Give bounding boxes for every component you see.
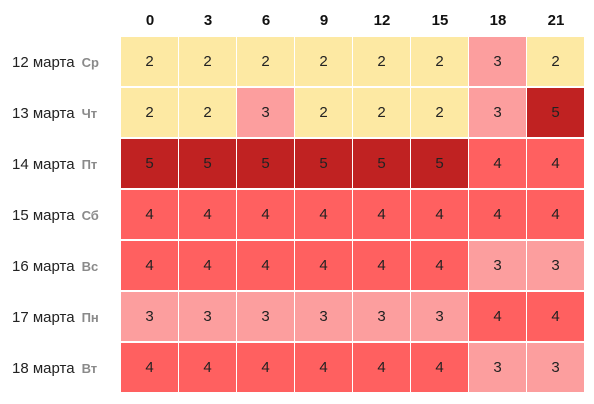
grid-cell: 2 [411,88,468,137]
grid-cell: 4 [469,139,526,188]
row-day-of-week: Чт [81,105,98,121]
grid-cell: 5 [121,139,178,188]
grid-cell: 4 [527,292,584,341]
grid-cell: 4 [469,292,526,341]
grid-cell: 4 [353,241,410,290]
hour-header: 6 [261,12,271,29]
row-day-of-week: Пт [81,156,98,172]
grid-cell: 3 [469,37,526,86]
grid-cell: 4 [527,190,584,239]
row-date: 12 марта [12,53,75,71]
hour-header: 18 [489,12,507,29]
row-date: 15 марта [12,206,75,224]
row-day-of-week: Ср [81,54,99,70]
grid-cell: 4 [353,190,410,239]
row-label: 18 марта Вт [0,343,120,393]
grid-cell: 5 [179,139,236,188]
row-date: 13 марта [12,104,75,122]
row-day-of-week: Сб [81,207,99,223]
row-day-of-week: Пн [81,309,99,325]
grid-cell: 3 [469,241,526,290]
grid-cell: 4 [353,343,410,392]
grid-cell: 3 [527,343,584,392]
grid-cell: 2 [295,37,352,86]
hour-header: 0 [145,12,155,29]
grid-cell: 2 [295,88,352,137]
grid-cell: 2 [237,37,294,86]
grid-cell: 4 [411,190,468,239]
grid-cell: 4 [295,241,352,290]
row-date: 18 марта [12,359,75,377]
grid-cell: 5 [353,139,410,188]
grid-cell: 2 [121,37,178,86]
grid-cell: 4 [179,190,236,239]
row-label: 13 марта Чт [0,88,120,138]
grid-cell: 3 [411,292,468,341]
grid-cell: 4 [411,343,468,392]
grid-cell: 3 [295,292,352,341]
grid-cell: 2 [121,88,178,137]
grid-cell: 5 [411,139,468,188]
grid-cell: 4 [179,343,236,392]
grid-cell: 4 [469,190,526,239]
row-label: 15 марта Сб [0,190,120,240]
grid-cell: 4 [179,241,236,290]
hour-header: 21 [547,12,565,29]
hour-header: 12 [373,12,391,29]
grid-cell: 2 [527,37,584,86]
grid-cell: 4 [237,190,294,239]
grid-cell: 4 [121,190,178,239]
grid-cell: 3 [121,292,178,341]
grid-cell: 5 [295,139,352,188]
grid-cell: 5 [527,88,584,137]
hour-header: 15 [431,12,449,29]
row-label: 17 марта Пн [0,292,120,342]
row-day-of-week: Вс [81,258,99,274]
grid-cell: 4 [121,343,178,392]
grid-cell: 3 [469,88,526,137]
row-date: 16 марта [12,257,75,275]
row-label: 12 марта Ср [0,37,120,87]
row-label: 16 марта Вс [0,241,120,291]
grid-cell: 4 [411,241,468,290]
grid-cell: 4 [121,241,178,290]
grid-cell: 5 [237,139,294,188]
grid-cell: 3 [469,343,526,392]
grid-cell: 3 [237,88,294,137]
grid-cell: 4 [295,343,352,392]
grid-cell: 4 [527,139,584,188]
grid-cell: 2 [179,88,236,137]
grid-cell: 2 [411,37,468,86]
hour-header: 9 [319,12,329,29]
grid-cell: 4 [295,190,352,239]
grid-cell: 2 [353,88,410,137]
grid-cell: 4 [237,343,294,392]
grid-cell: 4 [237,241,294,290]
grid-cell: 3 [353,292,410,341]
row-date: 14 марта [12,155,75,173]
hour-header: 3 [203,12,213,29]
row-day-of-week: Вт [81,360,98,376]
grid-cell: 2 [353,37,410,86]
row-label: 14 марта Пт [0,139,120,189]
row-date: 17 марта [12,308,75,326]
grid-cell: 3 [527,241,584,290]
grid-cell: 3 [237,292,294,341]
grid-cell: 3 [179,292,236,341]
grid-cell: 2 [179,37,236,86]
